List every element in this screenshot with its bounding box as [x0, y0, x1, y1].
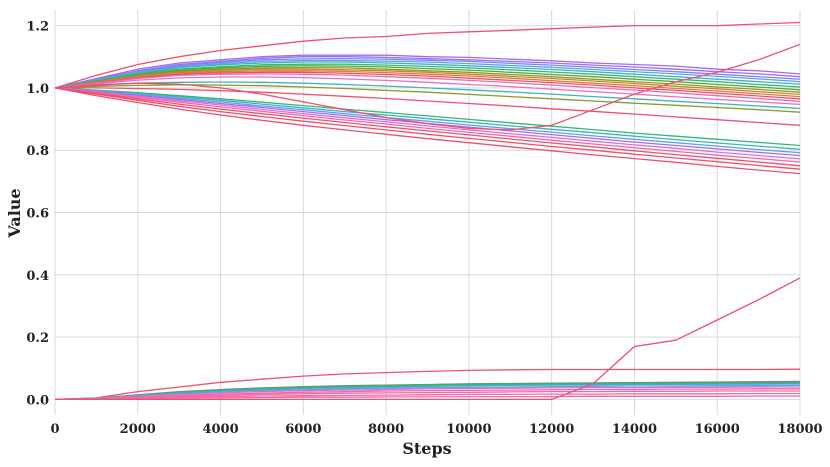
series-line-9	[54, 66, 801, 93]
x-tick-label: 12000	[529, 422, 574, 437]
series-line-38	[54, 395, 800, 401]
series-line-15	[54, 81, 801, 110]
series-line-34	[54, 386, 800, 401]
series-line-19	[54, 87, 801, 150]
x-tick-label: 10000	[446, 422, 491, 437]
series-line-22	[54, 87, 801, 160]
series-line-10	[54, 68, 801, 96]
series-line-2	[54, 54, 801, 89]
x-tick-label: 18000	[777, 422, 822, 437]
series-line-6	[54, 61, 801, 89]
series-line-37	[54, 392, 800, 401]
y-axis-label: Value	[5, 188, 24, 238]
x-tick-label: 6000	[285, 422, 321, 437]
y-tick-label: 1.2	[26, 20, 49, 35]
series-line-20	[54, 87, 801, 154]
y-tick-label: 0.0	[26, 393, 49, 408]
y-tick-label: 0.6	[26, 207, 49, 222]
series-line-5	[54, 59, 801, 89]
series-line-23	[54, 87, 801, 163]
series-line-27	[54, 43, 801, 131]
series-line-36	[54, 390, 800, 401]
x-tick-labels: 0 2000 4000 6000 8000 10000 12000 14000 16000 180…	[50, 422, 822, 437]
series-line-13	[54, 73, 801, 102]
x-tick-label: 2000	[120, 422, 156, 437]
series-line-11	[54, 70, 801, 98]
y-tick-label: 0.4	[26, 269, 49, 284]
series-line-7	[54, 63, 801, 89]
x-axis-label: Steps	[402, 439, 451, 458]
series-line-25	[54, 87, 801, 170]
series-line-24	[54, 87, 801, 167]
y-tick-label: 0.2	[26, 331, 49, 346]
x-tick-label: 14000	[612, 422, 657, 437]
x-tick-label: 8000	[368, 422, 404, 437]
series-line-17	[55, 87, 801, 126]
series-line-16	[54, 84, 801, 113]
series-line-4	[54, 57, 801, 89]
y-tick-label: 1.0	[26, 82, 49, 97]
y-tick-labels: 0.0 0.2 0.4 0.6 0.8 1.0 1.2	[26, 20, 49, 409]
series-line-1	[54, 21, 801, 89]
series-line-18	[54, 87, 801, 147]
x-tick-label: 4000	[202, 422, 238, 437]
series-line-39	[55, 277, 801, 401]
series-line-12	[54, 71, 801, 100]
y-tick-label: 0.8	[26, 144, 49, 159]
series-lines	[54, 21, 801, 401]
x-tick-label: 0	[50, 422, 59, 437]
series-line-26	[54, 87, 801, 175]
series-line-3	[54, 56, 801, 89]
series-line-35	[54, 388, 800, 401]
series-line-14	[54, 76, 801, 106]
x-tick-label: 16000	[695, 422, 740, 437]
series-line-28	[54, 368, 801, 401]
